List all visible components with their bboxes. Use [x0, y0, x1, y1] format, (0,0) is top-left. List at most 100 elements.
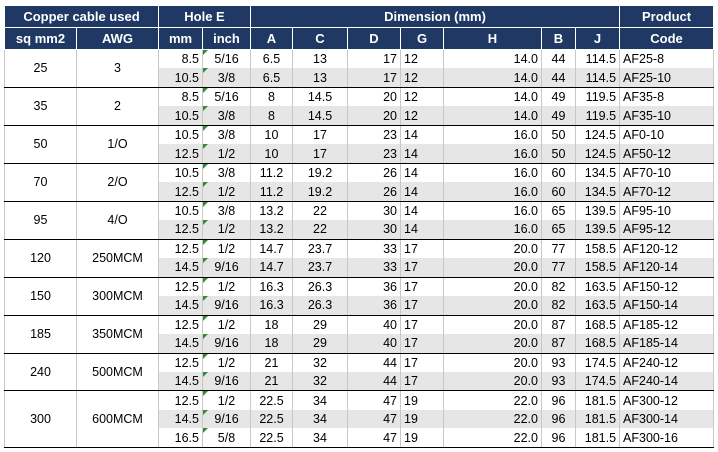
- cell-h: 14.0: [443, 49, 542, 69]
- table-row: 14.5 9/16 16.3 26.3 36 17 20.0 82 163.5 AF150-14: [5, 296, 715, 316]
- table-row: 16.5 5/8 22.5 34 47 19 22.0 96 181.5 AF300-16: [5, 428, 715, 449]
- cell-hole-inch: 9/16: [202, 371, 251, 392]
- cell-hole-mm: 10.5: [158, 163, 203, 183]
- cell-awg: 2: [76, 87, 159, 126]
- cell-awg: 4/O: [76, 201, 159, 240]
- cell-c: 17: [292, 125, 348, 145]
- cell-awg: 600MCM: [76, 390, 159, 448]
- cell-h: 14.0: [443, 87, 542, 107]
- cell-h: 20.0: [443, 353, 542, 372]
- cell-sq-mm2: 120: [4, 239, 77, 278]
- cell-hole-mm: 8.5: [158, 49, 203, 69]
- cell-g: 17: [400, 239, 444, 259]
- table-row: 50 1/O 10.5 3/8 10 17 23 14 16.0 50 124.5 AF0-10: [4, 125, 715, 164]
- cell-j: 158.5: [574, 258, 621, 278]
- table-row: 14.5 9/16 21 32 44 17 20.0 93 174.5 AF240-14: [5, 371, 715, 392]
- cell-hole-inch: 3/8: [202, 68, 251, 88]
- cell-product-code: AF25-10: [619, 68, 715, 88]
- cell-d: 23: [347, 144, 401, 164]
- cell-sq-mm2: 95: [4, 201, 77, 240]
- cell-hole-inch: 1/2: [202, 353, 251, 372]
- cell-h: 22.0: [443, 390, 542, 410]
- cell-b: 50: [541, 144, 576, 164]
- cell-j: 181.5: [574, 390, 621, 410]
- header-row-1: Copper cable used Hole E Dimension (mm) …: [4, 5, 715, 28]
- cell-h: 14.0: [443, 106, 542, 126]
- cell-b: 96: [541, 390, 576, 410]
- cell-hole-mm: 12.5: [158, 239, 203, 259]
- cell-c: 29: [292, 334, 348, 354]
- cell-a: 11.2: [250, 182, 293, 202]
- cell-hole-inch: 1/2: [202, 277, 251, 297]
- cell-a: 16.3: [250, 296, 293, 316]
- cell-product-code: AF150-12: [619, 277, 715, 297]
- cell-h: 20.0: [443, 239, 542, 259]
- cell-product-code: AF35-10: [619, 106, 715, 126]
- table-row: 240 500MCM 12.5 1/2 21 32 44 17 20.0 93 174.5 AF240…: [4, 353, 715, 392]
- cell-hole-mm: 8.5: [158, 87, 203, 107]
- cell-g: 14: [400, 220, 444, 240]
- cell-h: 20.0: [443, 277, 542, 297]
- cell-sq-mm2: 150: [4, 277, 77, 316]
- cell-c: 22: [292, 220, 348, 240]
- header-d: D: [347, 27, 401, 50]
- cell-a: 22.5: [250, 428, 293, 449]
- cell-j: 114.5: [574, 49, 621, 69]
- cell-hole-mm: 10.5: [158, 125, 203, 145]
- cell-g: 14: [400, 163, 444, 183]
- cell-product-code: AF150-14: [619, 296, 715, 316]
- cell-hole-inch: 5/16: [202, 87, 251, 107]
- table-row: 300 600MCM 12.5 1/2 22.5 34 47 19 22.0 96 181.5 AF3…: [4, 390, 715, 448]
- cell-product-code: AF70-10: [619, 163, 715, 183]
- header-code: Code: [619, 27, 715, 50]
- cell-j: 174.5: [574, 371, 621, 392]
- cell-b: 44: [541, 68, 576, 88]
- table-row: 10.5 3/8 8 14.5 20 12 14.0 49 119.5 AF35-10: [5, 106, 715, 126]
- cell-hole-mm: 10.5: [158, 106, 203, 126]
- cell-b: 50: [541, 125, 576, 145]
- cell-h: 20.0: [443, 334, 542, 354]
- cell-b: 87: [541, 315, 576, 335]
- cell-hole-inch: 9/16: [202, 334, 251, 354]
- cell-a: 22.5: [250, 409, 293, 429]
- cell-g: 12: [400, 49, 444, 69]
- cell-j: 139.5: [574, 220, 621, 240]
- cell-j: 174.5: [574, 353, 621, 372]
- table-row: 12.5 1/2 13.2 22 30 14 16.0 65 139.5 AF95-12: [5, 220, 715, 240]
- spec-table-body: 25 3 8.5 5/16 6.5 13 17 12 14.0 44 114.5 AF25-8 10.5…: [4, 49, 715, 449]
- cell-hole-mm: 14.5: [158, 258, 203, 278]
- cell-h: 22.0: [443, 428, 542, 449]
- table-row: 10.5 3/8 6.5 13 17 12 14.0 44 114.5 AF25-10: [5, 68, 715, 88]
- cell-j: 124.5: [574, 144, 621, 164]
- table-row: 12.5 1/2 10 17 23 14 16.0 50 124.5 AF50-12: [5, 144, 715, 164]
- cell-j: 181.5: [574, 409, 621, 429]
- cell-a: 10: [250, 125, 293, 145]
- cell-c: 17: [292, 144, 348, 164]
- cell-d: 20: [347, 106, 401, 126]
- cell-c: 13: [292, 68, 348, 88]
- header-j: J: [574, 27, 621, 50]
- cell-hole-mm: 12.5: [158, 182, 203, 202]
- cell-d: 40: [347, 334, 401, 354]
- cell-product-code: AF120-12: [619, 239, 715, 259]
- cell-awg: 1/O: [76, 125, 159, 164]
- cell-a: 16.3: [250, 277, 293, 297]
- cell-product-code: AF35-8: [619, 87, 715, 107]
- cell-j: 124.5: [574, 125, 621, 145]
- cell-d: 26: [347, 182, 401, 202]
- cell-g: 14: [400, 201, 444, 221]
- cell-hole-inch: 1/2: [202, 182, 251, 202]
- cell-j: 163.5: [574, 296, 621, 316]
- cell-hole-mm: 12.5: [158, 220, 203, 240]
- cell-product-code: AF300-12: [619, 390, 715, 410]
- cell-a: 14.7: [250, 258, 293, 278]
- cell-g: 14: [400, 144, 444, 164]
- cell-d: 47: [347, 409, 401, 429]
- cell-sq-mm2: 300: [4, 390, 77, 448]
- cell-product-code: AF120-14: [619, 258, 715, 278]
- header-c: C: [292, 27, 348, 50]
- cell-g: 17: [400, 371, 444, 392]
- cell-hole-mm: 12.5: [158, 390, 203, 410]
- cell-h: 22.0: [443, 409, 542, 429]
- cell-d: 23: [347, 125, 401, 145]
